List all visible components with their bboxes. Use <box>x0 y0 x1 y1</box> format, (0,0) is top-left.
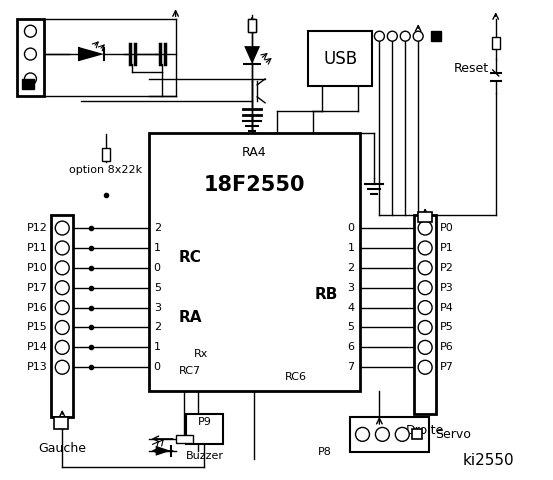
Circle shape <box>418 281 432 295</box>
Text: P6: P6 <box>440 342 454 352</box>
Circle shape <box>24 73 36 85</box>
Text: 5: 5 <box>154 283 161 293</box>
Bar <box>54 417 68 429</box>
Circle shape <box>395 427 409 441</box>
Text: RC7: RC7 <box>179 366 201 376</box>
Text: 0: 0 <box>154 362 161 372</box>
Circle shape <box>418 321 432 335</box>
Circle shape <box>55 321 69 335</box>
Text: 3: 3 <box>347 283 354 293</box>
Bar <box>349 417 429 452</box>
Circle shape <box>55 241 69 255</box>
Text: USB: USB <box>323 49 357 68</box>
Text: 5: 5 <box>347 323 354 333</box>
Text: option 8x22k: option 8x22k <box>70 166 143 175</box>
Circle shape <box>418 261 432 275</box>
Bar <box>492 37 500 49</box>
Bar <box>418 212 432 222</box>
Text: Servo: Servo <box>435 428 471 441</box>
Circle shape <box>374 31 384 41</box>
Bar <box>176 435 194 443</box>
Text: 1: 1 <box>154 342 161 352</box>
Text: P12: P12 <box>27 223 48 233</box>
Circle shape <box>24 48 36 60</box>
Text: 1: 1 <box>154 243 161 253</box>
Text: Reset: Reset <box>453 62 488 75</box>
Text: P15: P15 <box>27 323 48 333</box>
Bar <box>414 215 436 414</box>
Circle shape <box>413 31 423 41</box>
Text: 7: 7 <box>347 362 354 372</box>
Text: P14: P14 <box>27 342 48 352</box>
Text: ki2550: ki2550 <box>463 453 515 468</box>
Bar <box>248 19 256 32</box>
Text: P17: P17 <box>27 283 48 293</box>
Text: 0: 0 <box>347 223 354 233</box>
Circle shape <box>55 261 69 275</box>
Polygon shape <box>156 446 171 456</box>
Text: P0: P0 <box>440 223 454 233</box>
Text: RA: RA <box>179 310 202 325</box>
Circle shape <box>418 300 432 314</box>
Circle shape <box>400 31 410 41</box>
Circle shape <box>55 300 69 314</box>
Text: 1: 1 <box>347 243 354 253</box>
Bar <box>51 215 73 417</box>
Text: Rx: Rx <box>194 349 208 360</box>
Text: P2: P2 <box>440 263 454 273</box>
Circle shape <box>418 360 432 374</box>
Text: Gauche: Gauche <box>38 442 86 456</box>
Circle shape <box>418 221 432 235</box>
Text: 2: 2 <box>154 323 161 333</box>
Text: P7: P7 <box>440 362 454 372</box>
Bar <box>102 147 110 161</box>
Text: RC: RC <box>179 251 201 265</box>
Text: RB: RB <box>314 287 338 302</box>
Circle shape <box>375 427 389 441</box>
Text: 18F2550: 18F2550 <box>204 175 305 195</box>
Circle shape <box>418 241 432 255</box>
Circle shape <box>356 427 369 441</box>
Circle shape <box>55 221 69 235</box>
Text: RA4: RA4 <box>242 146 267 159</box>
Text: P3: P3 <box>440 283 454 293</box>
Bar <box>17 19 44 96</box>
Polygon shape <box>79 47 104 61</box>
Text: P11: P11 <box>27 243 48 253</box>
Bar <box>185 414 223 444</box>
Text: 0: 0 <box>154 263 161 273</box>
Text: RC6: RC6 <box>285 372 307 382</box>
Circle shape <box>387 31 397 41</box>
Circle shape <box>55 360 69 374</box>
Polygon shape <box>244 46 260 64</box>
Text: 2: 2 <box>347 263 354 273</box>
Circle shape <box>55 340 69 354</box>
Text: Buzzer: Buzzer <box>185 451 223 461</box>
Circle shape <box>55 281 69 295</box>
Text: P10: P10 <box>27 263 48 273</box>
Text: P5: P5 <box>440 323 454 333</box>
Text: 3: 3 <box>154 302 161 312</box>
Text: P4: P4 <box>440 302 454 312</box>
Bar <box>412 430 422 439</box>
Bar <box>308 31 372 86</box>
Text: P9: P9 <box>197 417 211 427</box>
Bar <box>149 132 359 391</box>
Text: Droite: Droite <box>406 424 444 437</box>
Bar <box>431 31 441 41</box>
Circle shape <box>418 340 432 354</box>
Bar <box>248 19 256 32</box>
Text: P8: P8 <box>318 447 332 457</box>
Text: P16: P16 <box>27 302 48 312</box>
Text: P13: P13 <box>27 362 48 372</box>
Text: P1: P1 <box>440 243 454 253</box>
Text: 2: 2 <box>154 223 161 233</box>
Bar <box>23 79 34 89</box>
Text: 6: 6 <box>347 342 354 352</box>
Text: 4: 4 <box>347 302 354 312</box>
Circle shape <box>24 25 36 37</box>
